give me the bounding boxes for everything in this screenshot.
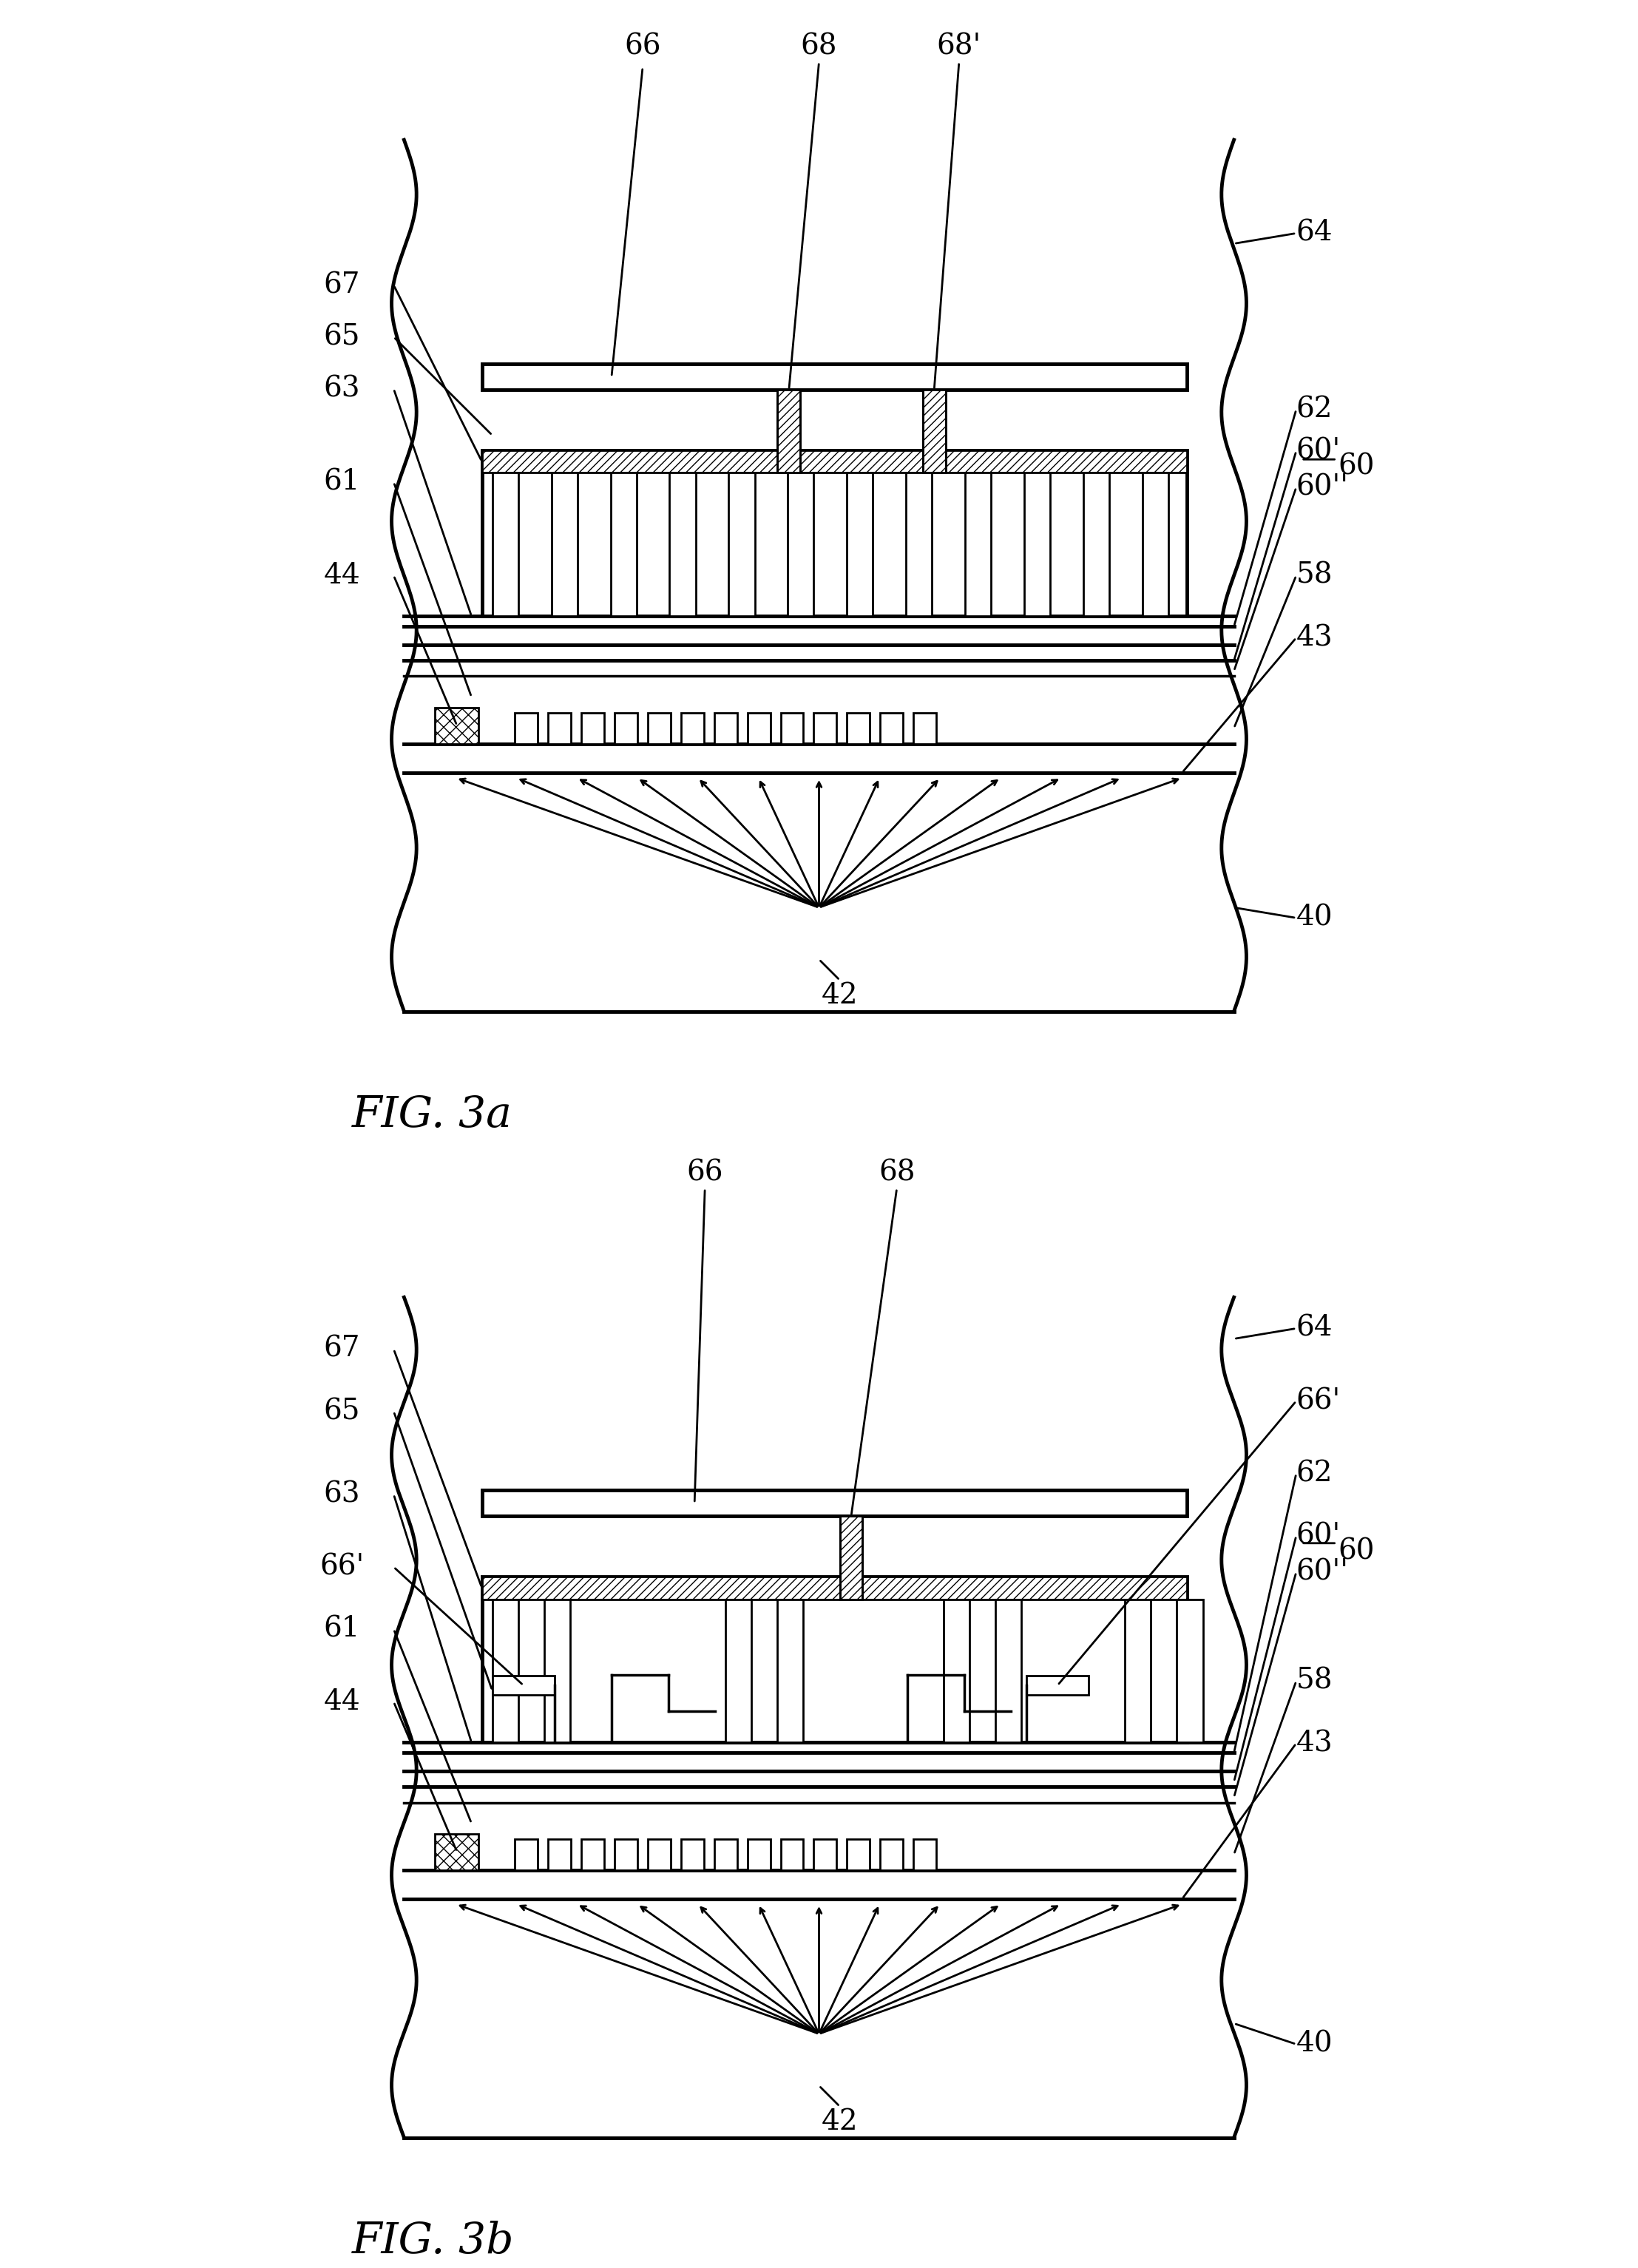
Bar xyxy=(747,1839,770,1869)
Bar xyxy=(670,474,696,617)
Bar xyxy=(614,1839,637,1869)
Bar xyxy=(482,363,1188,390)
Text: 44: 44 xyxy=(323,562,360,590)
Bar xyxy=(726,1599,752,1742)
Bar xyxy=(482,1490,1188,1517)
Bar xyxy=(544,1599,570,1742)
Text: 62: 62 xyxy=(1296,397,1333,424)
Bar xyxy=(788,474,814,617)
Text: 66: 66 xyxy=(686,1159,724,1186)
Bar xyxy=(549,712,572,744)
Bar xyxy=(1143,474,1168,617)
Bar xyxy=(880,1839,903,1869)
Bar xyxy=(880,712,903,744)
Bar xyxy=(581,1839,604,1869)
Bar xyxy=(482,1576,1188,1599)
Bar xyxy=(847,1839,870,1869)
Text: 60'': 60'' xyxy=(1296,1558,1348,1585)
Text: 61: 61 xyxy=(324,469,360,497)
Bar xyxy=(778,1599,804,1742)
Text: 68: 68 xyxy=(801,32,837,61)
Bar xyxy=(814,1839,837,1869)
Text: 64: 64 xyxy=(1296,220,1333,247)
Text: 58: 58 xyxy=(1296,1667,1333,1694)
Text: 42: 42 xyxy=(821,982,858,1009)
Bar xyxy=(943,1599,970,1742)
Text: 66': 66' xyxy=(319,1554,364,1581)
Bar xyxy=(1024,474,1050,617)
Bar xyxy=(514,1839,537,1869)
Bar xyxy=(996,1599,1020,1742)
Bar xyxy=(482,449,1188,474)
Bar xyxy=(778,390,801,474)
Text: 65: 65 xyxy=(323,324,360,352)
Bar xyxy=(493,474,518,617)
Text: 58: 58 xyxy=(1296,562,1333,590)
Text: 62: 62 xyxy=(1296,1461,1333,1488)
Bar xyxy=(840,1517,863,1599)
Bar xyxy=(729,474,755,617)
Bar xyxy=(914,712,937,744)
Bar xyxy=(714,1839,737,1869)
Text: 44: 44 xyxy=(323,1687,360,1715)
Bar xyxy=(1125,1599,1152,1742)
Bar xyxy=(552,474,577,617)
Bar xyxy=(614,712,637,744)
Text: 68: 68 xyxy=(878,1159,916,1186)
Text: FIG. 3a: FIG. 3a xyxy=(352,1093,513,1136)
Text: 43: 43 xyxy=(1296,624,1333,651)
Bar xyxy=(847,474,873,617)
Bar xyxy=(436,708,478,744)
Bar xyxy=(781,712,804,744)
Bar xyxy=(681,712,704,744)
Bar xyxy=(649,712,670,744)
Bar xyxy=(714,712,737,744)
Text: 67: 67 xyxy=(323,1336,360,1363)
Text: 60'': 60'' xyxy=(1296,474,1348,501)
Bar xyxy=(847,712,870,744)
Bar xyxy=(747,712,770,744)
Bar xyxy=(482,1576,1188,1742)
Bar xyxy=(1176,1599,1202,1742)
Bar xyxy=(681,1839,704,1869)
Text: 64: 64 xyxy=(1296,1315,1333,1343)
Bar xyxy=(493,1676,555,1694)
Bar xyxy=(1083,474,1109,617)
Text: 43: 43 xyxy=(1296,1730,1333,1758)
Text: FIG. 3b: FIG. 3b xyxy=(352,2220,514,2263)
Bar xyxy=(922,390,945,474)
Text: 65: 65 xyxy=(323,1397,360,1424)
Bar xyxy=(514,712,537,744)
Bar xyxy=(649,1839,670,1869)
Text: 66: 66 xyxy=(624,32,662,61)
Text: 66': 66' xyxy=(1296,1388,1342,1415)
Bar xyxy=(778,390,801,474)
Bar xyxy=(482,449,1188,617)
Text: 60: 60 xyxy=(1338,454,1374,481)
Bar xyxy=(549,1839,572,1869)
Bar xyxy=(581,712,604,744)
Text: 60': 60' xyxy=(1296,438,1342,465)
Text: 40: 40 xyxy=(1296,905,1333,932)
Text: 42: 42 xyxy=(821,2109,858,2136)
Text: 63: 63 xyxy=(323,374,360,401)
Bar xyxy=(1027,1676,1089,1694)
Text: 60: 60 xyxy=(1338,1538,1374,1565)
Text: 63: 63 xyxy=(323,1481,360,1508)
Text: 60': 60' xyxy=(1296,1522,1342,1549)
Text: 40: 40 xyxy=(1296,2030,1333,2057)
Text: 67: 67 xyxy=(323,272,360,299)
Text: 68': 68' xyxy=(937,32,981,61)
Bar xyxy=(781,1839,804,1869)
Bar xyxy=(922,390,945,474)
Bar xyxy=(436,1833,478,1869)
Bar xyxy=(840,1517,863,1599)
Bar xyxy=(914,1839,937,1869)
Bar xyxy=(814,712,837,744)
Bar xyxy=(493,1599,518,1742)
Bar xyxy=(965,474,991,617)
Bar xyxy=(906,474,932,617)
Bar xyxy=(611,474,637,617)
Text: 61: 61 xyxy=(324,1615,360,1642)
